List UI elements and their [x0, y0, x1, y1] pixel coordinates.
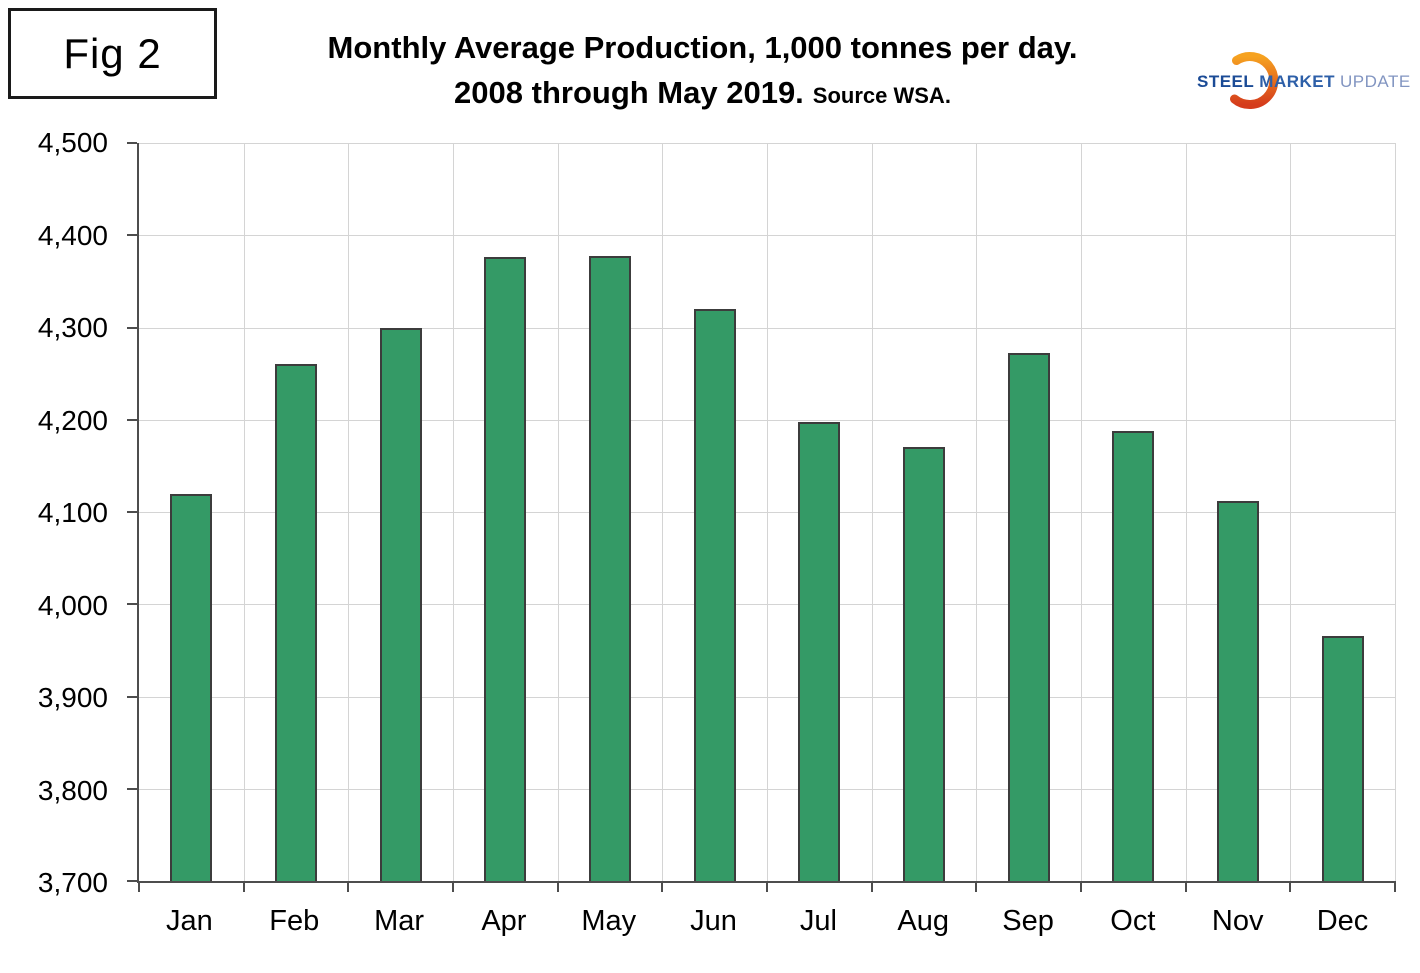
y-axis-labels: 3,700 3,800 3,900 4,000 4,100 4,200 4,300 4,400… — [0, 127, 108, 898]
y-axis-tick-label: 4,400 — [37, 219, 108, 251]
y-axis-tick — [127, 603, 137, 606]
y-axis-tick — [127, 326, 137, 329]
bar-apr — [484, 257, 527, 881]
bar-column-jan — [139, 143, 244, 881]
y-axis-tick — [127, 695, 137, 698]
x-axis-label-may: May — [581, 905, 637, 937]
x-axis-label-jan: Jan — [166, 905, 213, 937]
chart-title: Monthly Average Production, 1,000 tonnes… — [220, 30, 1185, 111]
y-axis-tick-label: 3,700 — [37, 867, 108, 898]
logo-text: STEEL MARKET UPDATE — [1197, 72, 1410, 92]
bar-jul — [798, 421, 841, 881]
bar-sep — [1007, 353, 1050, 881]
x-axis-tick — [556, 881, 559, 892]
y-axis-tick-label: 3,800 — [37, 774, 108, 806]
x-axis-tick — [1184, 881, 1187, 892]
y-axis-tick — [127, 880, 137, 882]
x-axis-label-sep: Sep — [1002, 905, 1054, 937]
bar-column-jul — [767, 143, 872, 881]
y-axis-tick-label: 4,300 — [37, 312, 108, 343]
y-axis-tick — [127, 142, 137, 144]
bar-jan — [170, 493, 213, 881]
y-axis-tick-label: 4,200 — [37, 404, 108, 436]
chart-title-line1: Monthly Average Production, 1,000 tonnes… — [327, 30, 1078, 65]
x-axis-labels: Jan Feb Mar Apr May Jun Jul Aug Sep Oct Nov Dec — [137, 905, 1395, 938]
y-axis-tick-label: 3,900 — [37, 682, 108, 713]
vertical-gridline — [1290, 143, 1292, 881]
x-axis-tick — [347, 881, 350, 892]
logo-word-market: MARKET — [1259, 72, 1336, 91]
vertical-gridline — [767, 143, 768, 881]
chart-source-label: Source WSA. — [812, 83, 951, 108]
bar-may — [589, 256, 631, 881]
bar-column-mar — [348, 143, 453, 881]
bar-column-dec — [1290, 143, 1395, 881]
vertical-gridline — [453, 143, 454, 881]
y-axis-tick — [127, 234, 137, 237]
chart-title-line2: 2008 through May 2019. Source WSA. — [220, 75, 1185, 111]
bar-jun — [693, 309, 736, 881]
y-axis-tick-label: 4,500 — [37, 127, 108, 158]
x-axis-tick — [661, 881, 664, 892]
bar-nov — [1217, 500, 1259, 881]
bar-feb — [275, 364, 317, 881]
y-axis-tick-label: 4,000 — [37, 589, 108, 621]
crescent-swoosh-icon — [1230, 52, 1279, 109]
steel-market-update-logo: STEEL MARKET UPDATE — [1197, 48, 1410, 114]
vertical-gridline — [976, 143, 978, 881]
vertical-gridline — [1395, 143, 1396, 881]
bars-layer — [139, 143, 1395, 881]
bar-mar — [379, 328, 422, 881]
bar-aug — [903, 447, 945, 881]
x-axis-label-jun: Jun — [690, 905, 737, 937]
x-axis-tick — [138, 881, 140, 892]
y-axis-tick-label: 4,100 — [37, 497, 108, 528]
x-axis-tick — [1394, 881, 1396, 892]
figure-number-label: Fig 2 — [63, 29, 162, 77]
x-axis-tick — [1080, 881, 1082, 892]
vertical-gridline — [871, 143, 873, 881]
logo-word-update: UPDATE — [1340, 72, 1411, 91]
y-axis-tick — [127, 511, 137, 513]
x-axis-tick — [1289, 881, 1292, 892]
bar-column-feb — [244, 143, 349, 881]
logo-word-steel: STEEL — [1197, 72, 1255, 91]
x-axis-label-mar: Mar — [374, 905, 425, 937]
vertical-gridline — [1185, 143, 1187, 881]
x-axis-tick — [242, 881, 245, 892]
vertical-gridline — [348, 143, 350, 881]
bar-column-apr — [453, 143, 558, 881]
x-axis-label-dec: Dec — [1316, 905, 1369, 937]
x-axis-label-jul: Jul — [799, 905, 837, 937]
chart-title-line2-text: 2008 through May 2019. — [454, 75, 804, 110]
bar-column-may — [558, 143, 663, 881]
vertical-gridline — [243, 143, 245, 881]
bar-column-aug — [872, 143, 977, 881]
vertical-gridline — [1081, 143, 1082, 881]
x-axis-tick — [870, 881, 873, 892]
vertical-gridline — [557, 143, 559, 881]
x-axis-tick — [452, 881, 454, 892]
x-axis-tick — [975, 881, 978, 892]
x-axis-label-feb: Feb — [269, 905, 320, 937]
x-axis-label-oct: Oct — [1110, 905, 1156, 937]
x-axis-label-nov: Nov — [1211, 905, 1264, 937]
vertical-gridline — [662, 143, 664, 881]
x-axis-tick — [766, 881, 768, 892]
bar-column-oct — [1081, 143, 1186, 881]
bar-column-sep — [976, 143, 1081, 881]
bar-oct — [1112, 430, 1155, 881]
plot-area — [127, 142, 1396, 892]
y-axis-tick — [127, 418, 137, 421]
x-axis-label-aug: Aug — [897, 905, 950, 937]
figure-number-box: Fig 2 — [8, 8, 217, 99]
bar-column-nov — [1186, 143, 1291, 881]
y-axis-tick — [127, 787, 137, 790]
bar-column-jun — [662, 143, 767, 881]
x-axis-label-apr: Apr — [481, 905, 527, 937]
bar-dec — [1321, 635, 1364, 881]
